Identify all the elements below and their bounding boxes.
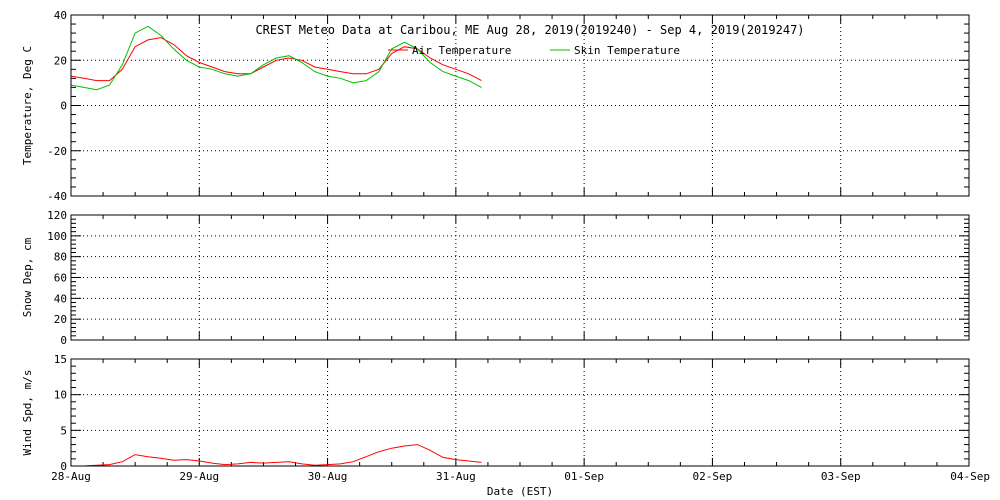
plot-frame bbox=[70, 14, 970, 197]
y-axis-label: Wind Spd, m/s bbox=[21, 369, 34, 455]
series-line-air-temperature bbox=[70, 37, 482, 82]
x-axis-label: Date (EST) bbox=[487, 485, 553, 498]
x-tick-label: 29-Aug bbox=[179, 470, 219, 483]
plot-frame bbox=[70, 214, 970, 341]
y-axis-label: Snow Dep, cm bbox=[21, 237, 34, 317]
x-tick-label: 03-Sep bbox=[821, 470, 861, 483]
plot-frame bbox=[70, 358, 970, 467]
panel-3: 0 5 10 15 Wind Spd, m/s bbox=[21, 353, 970, 473]
y-tick-label: 10 bbox=[54, 389, 67, 402]
y-tick-label: 0 bbox=[60, 100, 67, 113]
y-axis-label: Temperature, Deg C bbox=[21, 46, 34, 165]
y-tick-label: 60 bbox=[54, 272, 67, 285]
chart-title: CREST Meteo Data at Caribou, ME Aug 28, … bbox=[255, 23, 804, 37]
legend-entry: Air Temperature bbox=[412, 44, 511, 57]
x-tick-label: 04-Sep bbox=[950, 470, 990, 483]
y-tick-label: 0 bbox=[60, 460, 67, 473]
y-tick-label: 20 bbox=[54, 54, 67, 67]
y-tick-label: -20 bbox=[47, 145, 67, 158]
y-tick-label: 20 bbox=[54, 313, 67, 326]
legend-entry: Skin Temperature bbox=[574, 44, 680, 57]
x-tick-label: 01-Sep bbox=[564, 470, 604, 483]
x-tick-label: 02-Sep bbox=[693, 470, 733, 483]
y-tick-label: 120 bbox=[47, 209, 67, 222]
y-tick-label: 0 bbox=[60, 334, 67, 347]
y-tick-label: 40 bbox=[54, 9, 67, 22]
y-tick-label: 5 bbox=[60, 424, 67, 437]
panel-1: -40 -20 0 20 40 Temperature, Deg C Air Tempera… bbox=[21, 9, 970, 203]
series-line-skin-temperature bbox=[70, 25, 482, 91]
y-tick-label: 80 bbox=[54, 251, 67, 264]
y-tick-label: 15 bbox=[54, 353, 67, 366]
y-tick-label: 40 bbox=[54, 292, 67, 305]
x-tick-label: 28-Aug bbox=[51, 470, 91, 483]
panel-2: 0 20 40 60 80 100 120 Snow Dep, cm bbox=[21, 209, 970, 347]
x-tick-label: 30-Aug bbox=[308, 470, 348, 483]
series-line-wind-speed bbox=[71, 444, 482, 467]
y-tick-label: 100 bbox=[47, 230, 67, 243]
y-tick-label: -40 bbox=[47, 190, 67, 203]
x-tick-label: 31-Aug bbox=[436, 470, 476, 483]
